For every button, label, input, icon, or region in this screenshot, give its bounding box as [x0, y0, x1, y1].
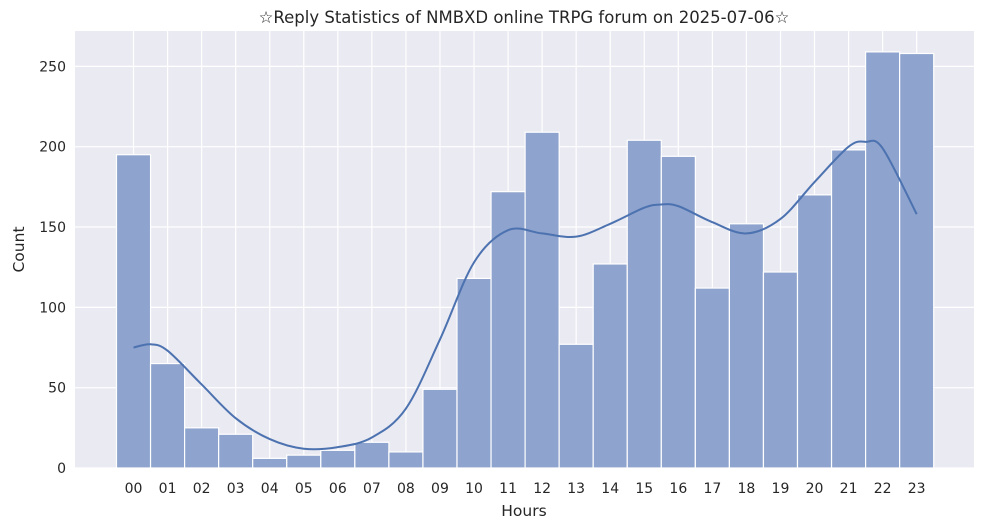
histogram-bar	[422, 388, 458, 469]
histogram-bar	[762, 271, 799, 469]
histogram-bar	[524, 131, 560, 469]
x-tick-label: 01	[159, 481, 177, 497]
x-tick-label: 04	[261, 481, 279, 497]
histogram-bar	[694, 287, 730, 469]
histogram-bar	[320, 449, 356, 469]
x-tick-label: 06	[329, 481, 347, 497]
y-tick-label: 150	[39, 220, 66, 236]
histogram-bar	[456, 277, 492, 469]
x-tick-label: 12	[533, 481, 551, 497]
histogram-bar	[864, 51, 901, 469]
histogram-bar	[728, 223, 765, 469]
x-tick-label: 07	[363, 481, 381, 497]
y-tick-label: 200	[39, 140, 66, 156]
histogram-bar	[626, 139, 662, 469]
histogram-bar	[252, 457, 288, 469]
y-tick-label: 0	[57, 461, 66, 477]
histogram-bar	[115, 154, 152, 469]
histogram-bar	[218, 433, 254, 469]
x-tick-label: 09	[431, 481, 449, 497]
x-tick-label: 11	[499, 481, 517, 497]
histogram-bar	[490, 191, 526, 469]
x-tick-label: 23	[908, 481, 926, 497]
y-tick-label: 250	[39, 59, 66, 75]
x-tick-label: 17	[703, 481, 721, 497]
histogram-bar	[184, 427, 220, 469]
histogram-bar	[796, 194, 833, 469]
y-tick-label: 100	[39, 300, 66, 316]
histogram-bar	[149, 362, 186, 469]
histogram-bar	[286, 454, 322, 469]
histogram-bar	[899, 52, 935, 469]
x-tick-label: 00	[125, 481, 143, 497]
histogram-bar	[354, 441, 390, 469]
x-tick-label: 20	[806, 481, 824, 497]
x-axis-ticks: 00 01 02 03 04 05 06 07 08 09 10 11 12 13 14 15 16 17 18 19…	[125, 481, 926, 497]
x-tick-label: 15	[635, 481, 653, 497]
x-tick-label: 14	[601, 481, 619, 497]
x-tick-label: 19	[772, 481, 790, 497]
x-tick-label: 03	[227, 481, 245, 497]
histogram-bar	[592, 263, 628, 469]
x-tick-label: 10	[465, 481, 483, 497]
x-tick-label: 05	[295, 481, 313, 497]
y-tick-label: 50	[48, 381, 66, 397]
chart-title: ☆Reply Statistics of NMBXD online TRPG f…	[259, 8, 790, 27]
histogram-bar	[660, 155, 696, 469]
x-tick-label: 08	[397, 481, 415, 497]
histogram-bar	[558, 343, 594, 469]
x-tick-label: 13	[567, 481, 585, 497]
histogram-bar	[388, 451, 424, 469]
kde-curve-group	[133, 139, 918, 451]
bars	[115, 51, 935, 469]
x-axis-label: Hours	[501, 502, 546, 520]
y-axis-ticks: 0 50 100 150 200 250	[39, 59, 66, 477]
y-axis-label: Count	[10, 226, 28, 272]
x-tick-label: 22	[874, 481, 892, 497]
x-tick-label: 02	[193, 481, 211, 497]
x-tick-label: 18	[738, 481, 756, 497]
histogram-bar	[830, 149, 867, 469]
x-tick-label: 16	[669, 481, 687, 497]
kde-curve	[133, 139, 918, 451]
x-tick-label: 21	[840, 481, 858, 497]
